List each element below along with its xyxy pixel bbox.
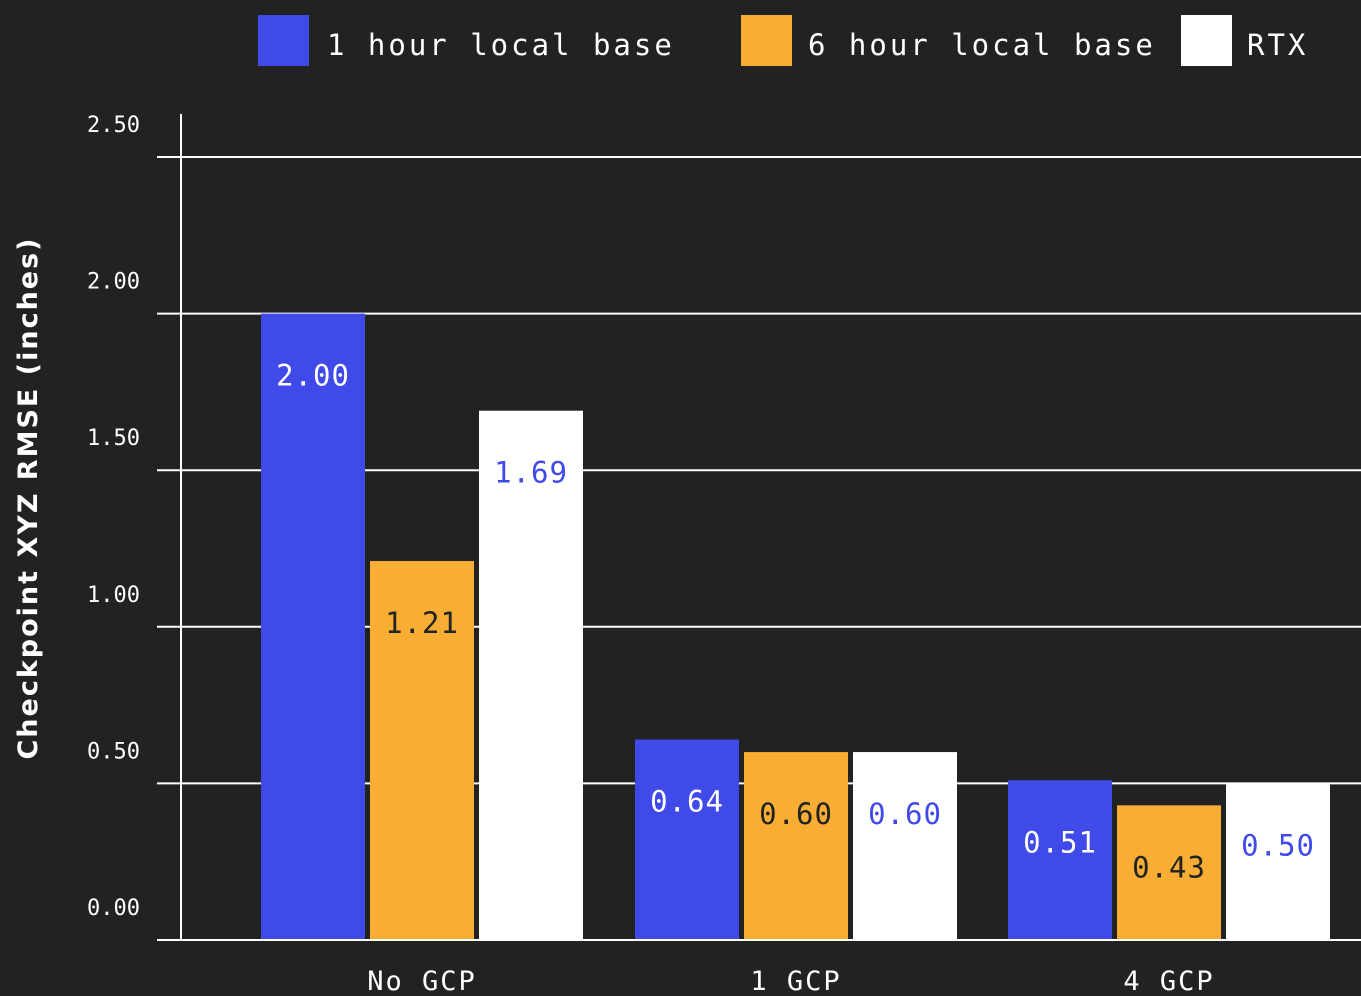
bar xyxy=(635,739,739,940)
x-category-label: No GCP xyxy=(367,966,477,996)
legend-swatch xyxy=(741,15,792,66)
bar xyxy=(370,561,474,940)
x-category-label: 1 GCP xyxy=(750,966,841,996)
legend: 1 hour local base 6 hour local base RTX xyxy=(258,15,1308,66)
bar-value-label: 0.50 xyxy=(1241,828,1315,862)
bar-value-label: 0.64 xyxy=(650,785,724,819)
bar xyxy=(1226,783,1330,940)
y-tick-label: 2.00 xyxy=(87,270,140,295)
y-tick-label: 0.00 xyxy=(87,896,140,921)
bar-value-label: 1.21 xyxy=(385,606,459,640)
bar-value-label: 2.00 xyxy=(276,359,350,393)
bar-value-label: 0.51 xyxy=(1023,825,1097,859)
bar-value-label: 1.69 xyxy=(494,456,568,490)
bar-value-label: 0.60 xyxy=(759,797,833,831)
bar xyxy=(261,313,365,941)
y-tick-label: 0.50 xyxy=(87,739,140,764)
legend-swatch xyxy=(1181,15,1232,66)
bars: 2.00 1.21 1.69 0.64 0.60 0.60 0.51 0.43 0.50 xyxy=(261,313,1330,941)
bar-value-label: 0.43 xyxy=(1132,850,1206,884)
bar xyxy=(744,752,848,940)
y-axis-label: Checkpoint XYZ RMSE (inches) xyxy=(13,236,44,759)
bar-value-label: 0.60 xyxy=(868,797,942,831)
legend-label: RTX xyxy=(1247,28,1308,62)
y-axis-ticks: 0.00 0.50 1.00 1.50 2.00 2.50 xyxy=(87,113,140,921)
y-tick-label: 1.50 xyxy=(87,426,140,451)
bar xyxy=(479,410,583,940)
bar xyxy=(1117,805,1221,940)
y-tick-label: 2.50 xyxy=(87,113,140,138)
legend-label: 1 hour local base xyxy=(327,28,675,62)
x-category-label: 4 GCP xyxy=(1123,966,1214,996)
y-tick-label: 1.00 xyxy=(87,583,140,608)
x-axis-categories: No GCP 1 GCP 4 GCP xyxy=(367,966,1214,996)
bar xyxy=(853,752,957,940)
legend-swatch xyxy=(258,15,309,66)
bar xyxy=(1008,780,1112,940)
axes xyxy=(157,114,1361,941)
legend-label: 6 hour local base xyxy=(808,28,1156,62)
